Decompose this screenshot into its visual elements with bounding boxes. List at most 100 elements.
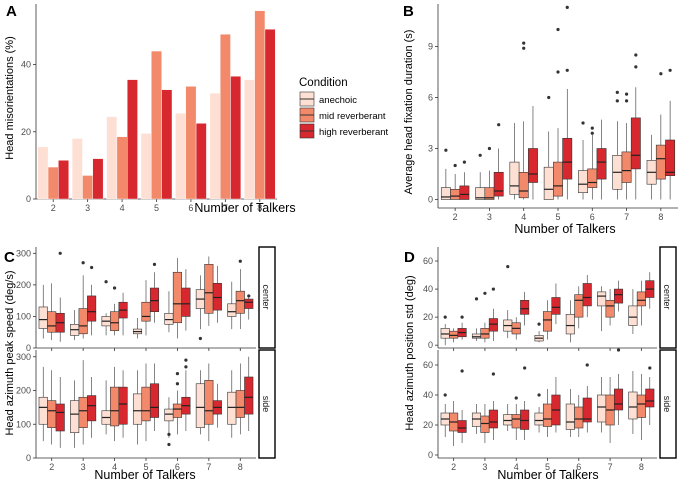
legend-label-mid-reverberant: mid reverberant (319, 111, 386, 122)
box-d-center-high-reverberant-7-body (613, 288, 624, 304)
box-c-center-mid-reverberant-6-body (172, 271, 182, 324)
box-d-side-mid-reverberant-3-body (480, 415, 490, 433)
box-b-mid-reverberant-2-body (450, 189, 461, 200)
panel-c-strip-side (258, 349, 276, 459)
x-tick-label-c-side-8: 8 (238, 462, 243, 472)
y-tick-label-c-side-0: 0 (26, 453, 31, 463)
box-c-side-high-reverberant-3-body (87, 395, 97, 422)
box-b-anechoic-2-outlier-0 (444, 148, 448, 152)
panel-c-strip-side-label: side (261, 396, 271, 413)
y-tick-label-a-0: 0 (26, 194, 31, 204)
panel-d-ylabel: Head azimuth position std (deg) (404, 275, 416, 430)
box-b-anechoic-7-outlier-1 (615, 90, 619, 94)
y-tick-label-d-side-0: 0 (428, 450, 433, 460)
box-d-center-mid-reverberant-8-body (636, 291, 646, 307)
x-tick-label-b-2: 2 (453, 212, 458, 222)
box-c-center-mid-reverberant-8-body (235, 290, 245, 314)
panel-c-letter: C (4, 249, 15, 266)
panel-d-letter: D (404, 249, 415, 266)
box-b-mid-reverberant-6-outlier-1 (590, 126, 594, 130)
box-d-center-high-reverberant-5-body (551, 297, 561, 315)
x-tick-label-b-6: 6 (590, 212, 595, 222)
box-b-mid-reverberant-5-outlier-1 (556, 27, 560, 32)
box-d-side-anechoic-8-body (628, 391, 638, 420)
y-tick-label-b-3: 3 (428, 144, 433, 154)
box-b-mid-reverberant-4-body (518, 172, 529, 199)
box-c-center-mid-reverberant-3-outlier-0 (81, 261, 85, 265)
panel-d-center-plot: 0 20 40 60 (423, 247, 657, 351)
box-d-side-high-reverberant-4-body (520, 409, 530, 430)
box-b-high-reverberant-3-outlier-0 (497, 123, 501, 127)
box-c-center-mid-reverberant-3-body (78, 308, 88, 335)
box-b-anechoic-2-body (440, 187, 451, 200)
box-b-high-reverberant-7-outlier-0 (634, 65, 638, 69)
bar-anechoic-5 (140, 133, 152, 200)
x-tick-label-c-side-3: 3 (81, 462, 86, 472)
y-tick-label-b-9: 9 (428, 42, 433, 52)
box-c-side-mid-reverberant-8-body (235, 390, 245, 418)
box-d-side-anechoic-6-body (565, 403, 575, 430)
box-b-high-reverberant-2-outlier-0 (462, 160, 466, 164)
box-c-side-mid-reverberant-6-outlier-1 (175, 372, 180, 376)
box-d-center-mid-reverberant-3-outlier-0 (483, 291, 487, 295)
bar-anechoic-7 (209, 92, 221, 200)
y-tick-label-c-side-300: 300 (16, 352, 31, 362)
box-d-side-high-reverberant-3-body (488, 409, 498, 429)
x-tick-label-a-5: 5 (154, 203, 159, 213)
box-c-center-high-reverberant-6-body (181, 287, 191, 317)
box-d-side-mid-reverberant-4-outlier-0 (514, 396, 518, 400)
box-c-center-mid-reverberant-4-body (110, 311, 120, 331)
box-b-mid-reverberant-8-outlier-0 (659, 72, 663, 76)
box-d-side-high-reverberant-4-outlier-0 (523, 366, 527, 370)
box-d-center-anechoic-8-body (628, 305, 638, 326)
box-c-side-anechoic-7-body (195, 383, 205, 428)
box-c-center-mid-reverberant-7-body (204, 264, 214, 314)
box-c-center-mid-reverberant-4-outlier-0 (112, 286, 117, 290)
box-d-center-anechoic-2-body (440, 328, 450, 339)
box-c-side-high-reverberant-6-outlier-0 (184, 365, 188, 369)
bar-mid-reverberant-2 (47, 166, 59, 200)
bar-mid-reverberant-6 (185, 86, 197, 200)
box-d-center-anechoic-6-body (565, 314, 575, 335)
box-b-mid-reverberant-8-body (655, 144, 666, 180)
x-tick-label-c-side-5: 5 (143, 462, 148, 472)
legend: Condition anechoic mid reverberant high … (299, 77, 389, 139)
bar-high-reverberant-4 (127, 79, 138, 200)
box-c-side-mid-reverberant-4-body (110, 386, 120, 427)
bar-high-reverberant-7 (230, 76, 242, 200)
box-b-mid-reverberant-4-outlier-1 (522, 41, 526, 45)
bar-mid-reverberant-5 (151, 50, 162, 200)
box-c-side-high-reverberant-8-body (244, 376, 254, 415)
box-b-high-reverberant-8-outlier-0 (668, 68, 672, 72)
box-c-side-mid-reverberant-5-body (141, 386, 151, 422)
box-c-center-anechoic-6-body (164, 312, 174, 325)
bar-high-reverberant-6 (195, 123, 207, 200)
panel-c-side-plot: 0 100 200 300 2 3 4 5 6 7 8 (16, 350, 256, 472)
x-tick-label-d-side-3: 3 (482, 462, 487, 472)
box-d-center-high-reverberant-2-outlier-0 (460, 315, 464, 319)
box-c-center-high-reverberant-8-outlier-0 (247, 294, 251, 298)
box-d-side-high-reverberant-7-body (613, 388, 624, 411)
box-d-side-high-reverberant-6-outlier-0 (585, 363, 589, 367)
box-d-center-high-reverberant-3-body (488, 318, 498, 332)
panel-c-ylabel: Head azimuth peak speed (deg/s) (4, 270, 16, 435)
legend-label-anechoic: anechoic (319, 95, 357, 106)
box-b-high-reverberant-5-body (562, 138, 573, 180)
box-c-side-mid-reverberant-6-body (172, 403, 182, 418)
box-c-side-anechoic-3-body (70, 400, 80, 433)
panel-a-plot: 0 20 40 2 3 4 5 6 7 8 (21, 4, 277, 213)
box-b-high-reverberant-2-body (459, 185, 470, 200)
box-b-anechoic-4-body (509, 161, 520, 195)
bar-mid-reverberant-3 (82, 175, 94, 200)
panel-d: D 0 20 40 60 0 20 40 60 2 3 4 5 6 7 8 center side Num… (404, 246, 677, 482)
bar-high-reverberant-5 (161, 89, 173, 200)
box-c-center-mid-reverberant-8-outlier-0 (238, 259, 242, 263)
bar-mid-reverberant-4 (116, 136, 128, 200)
x-tick-label-b-8: 8 (658, 212, 663, 222)
box-b-high-reverberant-3-body (493, 172, 504, 197)
y-tick-label-d-side-40: 40 (423, 390, 433, 400)
box-d-center-high-reverberant-6-body (582, 283, 592, 307)
legend-title: Condition (299, 77, 348, 89)
box-d-side-high-reverberant-8-body (645, 388, 655, 408)
x-tick-label-a-4: 4 (120, 203, 125, 213)
